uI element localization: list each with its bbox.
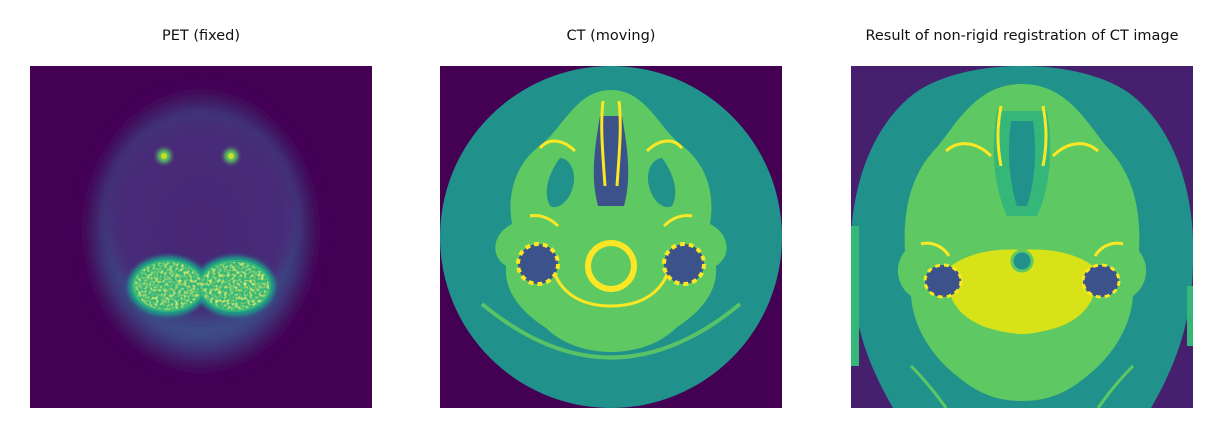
ct-image-canvas (440, 66, 782, 408)
pet-panel-title: PET (fixed) (161, 28, 241, 44)
ct-image (440, 66, 782, 408)
ct-head (495, 90, 727, 352)
ct-table-arc (480, 302, 742, 360)
result-image (851, 66, 1193, 408)
pet-cerebellum (128, 256, 275, 316)
ct-panel: CT (moving) (440, 0, 782, 438)
result-mastoids (923, 263, 1121, 299)
result-head (897, 84, 1147, 401)
ct-panel-title: CT (moving) (566, 28, 656, 44)
result-panel-title: Result of non-rigid registration of CT i… (865, 28, 1179, 44)
result-image-canvas (851, 66, 1193, 408)
result-cerebellum (948, 249, 1096, 334)
ct-mastoids (516, 242, 706, 286)
ct-bone (529, 100, 693, 308)
result-bone (920, 105, 1124, 257)
pet-image (30, 66, 372, 408)
pet-panel: PET (fixed) (30, 0, 372, 438)
pet-image-canvas (30, 66, 372, 408)
result-panel: Result of non-rigid registration of CT i… (851, 0, 1193, 438)
